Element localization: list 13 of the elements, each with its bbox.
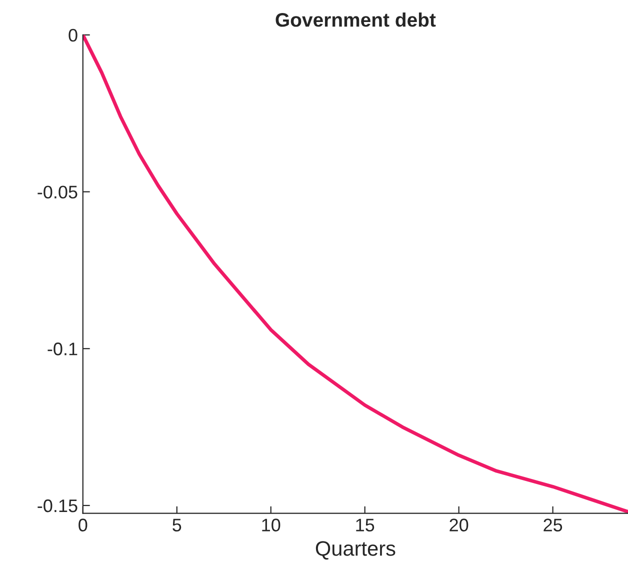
x-tick-label: 20 [450,518,468,532]
x-tick-label: 25 [544,518,562,532]
line-series [82,34,628,514]
chart-title: Government debt [276,12,436,27]
x-tick-label: 0 [78,518,88,532]
x-tick-label: 5 [172,518,182,532]
y-tick-label: -0.05 [38,186,78,198]
y-tick-label: -0.1 [48,342,78,356]
x-tick-label: 10 [262,518,280,532]
x-axis-title: Quarters [316,541,396,560]
y-tick-label: -0.15 [38,499,78,512]
x-tick-label: 15 [356,518,374,532]
y-tick-label: 0 [68,28,78,42]
